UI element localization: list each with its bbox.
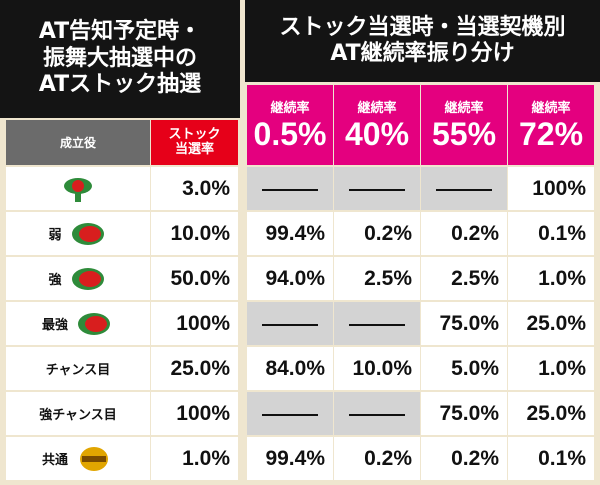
- rate-cell: 1.0%: [151, 437, 238, 480]
- header-line: ストック当選時・当選契機別: [279, 14, 566, 40]
- col-head: 継続率 72%: [508, 85, 594, 165]
- row-label-cell: チャンス目: [6, 347, 150, 390]
- value-cell: 100%: [508, 167, 594, 210]
- header-line: AT告知予定時・: [38, 19, 202, 45]
- col-head-rate: ストック 当選率: [151, 120, 238, 165]
- col-head-label: 継続率: [270, 101, 310, 116]
- header-line: 振舞大抽選中の: [42, 45, 197, 71]
- empty-cell: [421, 167, 507, 210]
- value-cell: 0.2%: [421, 437, 507, 480]
- row-label: 共通: [41, 453, 68, 468]
- col-head-label: 継続率: [357, 101, 397, 116]
- rate-cell: 3.0%: [151, 167, 238, 210]
- col-head-value: 72%: [518, 116, 584, 152]
- dash-line: [262, 323, 318, 326]
- dash-line: [349, 413, 405, 416]
- header-line: ATストック抽選: [38, 72, 202, 98]
- rate-cell: 50.0%: [151, 257, 238, 300]
- value-cell: 10.0%: [334, 347, 420, 390]
- col-head-value: 55%: [431, 116, 497, 152]
- value-cell: 0.2%: [334, 437, 420, 480]
- row-label: 強チャンス目: [39, 408, 117, 423]
- value-cell: 99.4%: [247, 212, 333, 255]
- row-label: 弱: [48, 228, 62, 243]
- value-cell: 0.1%: [508, 212, 594, 255]
- col-head-value: 40%: [344, 116, 410, 152]
- col-head: 継続率 0.5%: [247, 85, 333, 165]
- value-cell: 75.0%: [421, 302, 507, 345]
- col-head-role: 成立役: [6, 120, 150, 165]
- value-cell: 75.0%: [421, 392, 507, 435]
- row-label-cell: 強: [6, 257, 150, 300]
- dash-line: [349, 188, 405, 191]
- empty-cell: [334, 167, 420, 210]
- value-cell: 1.0%: [508, 347, 594, 390]
- dash-line: [349, 323, 405, 326]
- col-head: 継続率 40%: [334, 85, 420, 165]
- header-line: AT継続率振り分け: [330, 41, 515, 66]
- dash-line: [262, 413, 318, 416]
- value-cell: 5.0%: [421, 347, 507, 390]
- row-label-cell: 共通: [6, 437, 150, 480]
- value-cell: 0.2%: [421, 212, 507, 255]
- row-icon: [74, 309, 114, 339]
- row-icon: [74, 444, 114, 474]
- rate-cell: 10.0%: [151, 212, 238, 255]
- dash-line: [262, 188, 318, 191]
- empty-cell: [334, 392, 420, 435]
- empty-cell: [247, 392, 333, 435]
- value-cell: 84.0%: [247, 347, 333, 390]
- col-head: 継続率 55%: [421, 85, 507, 165]
- value-cell: 25.0%: [508, 392, 594, 435]
- value-cell: 0.1%: [508, 437, 594, 480]
- row-label: 強: [48, 273, 62, 288]
- col-head-label: 継続率: [444, 101, 484, 116]
- row-label-cell: 最強: [6, 302, 150, 345]
- rate-cell: 100%: [151, 302, 238, 345]
- row-label-cell: [6, 167, 150, 210]
- empty-cell: [334, 302, 420, 345]
- row-label: チャンス目: [45, 363, 111, 378]
- right-header: ストック当選時・当選契機別 AT継続率振り分け: [245, 0, 600, 82]
- col-head-rate-line: 当選率: [174, 141, 214, 157]
- value-cell: 2.5%: [334, 257, 420, 300]
- rate-cell: 100%: [151, 392, 238, 435]
- dash-line: [436, 188, 492, 191]
- value-cell: 94.0%: [247, 257, 333, 300]
- value-cell: 2.5%: [421, 257, 507, 300]
- left-header: AT告知予定時・ 振舞大抽選中の ATストック抽選: [0, 0, 240, 118]
- empty-cell: [247, 302, 333, 345]
- empty-cell: [247, 167, 333, 210]
- value-cell: 25.0%: [508, 302, 594, 345]
- col-head-label: 継続率: [531, 101, 571, 116]
- col-head-value: 0.5%: [253, 116, 327, 152]
- col-head-rate-line: ストック: [168, 126, 221, 142]
- row-label: 最強: [41, 318, 68, 333]
- row-icon: [58, 174, 98, 204]
- value-cell: 1.0%: [508, 257, 594, 300]
- rate-cell: 25.0%: [151, 347, 238, 390]
- row-label-cell: 強チャンス目: [6, 392, 150, 435]
- row-icon: [68, 219, 108, 249]
- row-label-cell: 弱: [6, 212, 150, 255]
- value-cell: 99.4%: [247, 437, 333, 480]
- value-cell: 0.2%: [334, 212, 420, 255]
- row-icon: [68, 264, 108, 294]
